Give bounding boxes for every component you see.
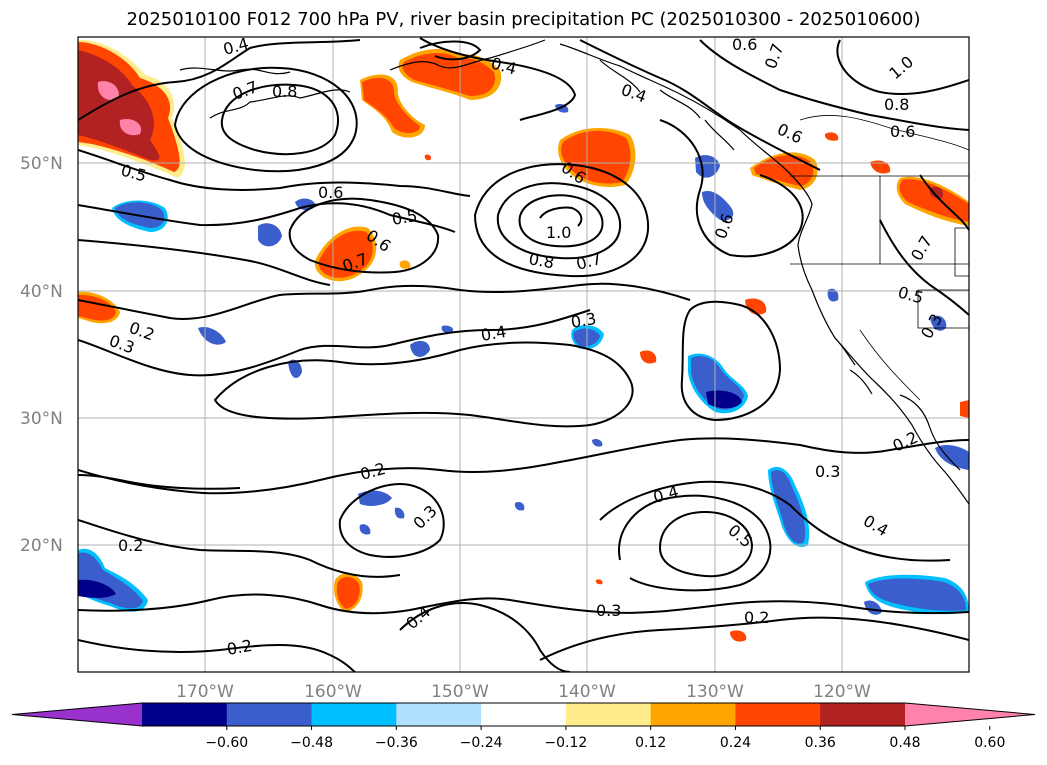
precip-negative-shading [78, 103, 969, 615]
longitude-labels: 170°W 160°W 150°W 140°W 130°W 120°W [176, 682, 871, 702]
contour-label: 0.3 [569, 309, 597, 332]
colorbar-bin [311, 703, 397, 726]
map-background [78, 37, 969, 672]
map-title: 2025010100 F012 700 hPa PV, river basin … [126, 9, 921, 30]
contour-label: 0.6 [732, 35, 757, 54]
contour-label: 0.8 [272, 82, 297, 101]
precip-positive-shading [78, 39, 969, 642]
colorbar-bin [650, 703, 736, 726]
colorbar-tick-label: 0.60 [974, 735, 1005, 751]
contour-label: 0.4 [221, 34, 251, 59]
colorbar-bin [142, 703, 228, 726]
colorbar-tick-label: −0.60 [205, 735, 248, 751]
lon-label: 120°W [813, 682, 871, 702]
contour-label: 0.3 [815, 462, 840, 481]
contour-label: 0.5 [390, 206, 418, 229]
colorbar-bin [226, 703, 313, 726]
lat-label: 40°N [20, 282, 63, 302]
colorbar-bin [820, 703, 906, 726]
colorbar-extend-low [12, 703, 142, 726]
lat-label: 20°N [20, 536, 63, 556]
map-panel: 0.4 0.7 0.8 0.4 0.6 0.7 1.0 0.8 0.6 0.5 … [78, 34, 969, 672]
colorbar-tick-label: 0.24 [720, 735, 751, 751]
colorbar-tick-label: −0.48 [290, 735, 333, 751]
lon-label: 140°W [558, 682, 616, 702]
contour-label: 0.2 [744, 608, 769, 627]
lon-label: 170°W [176, 682, 234, 702]
contour-label: 0.3 [596, 601, 621, 620]
contour-label: 1.0 [546, 223, 571, 242]
colorbar-outline [11, 702, 1036, 727]
coastlines [179, 39, 969, 505]
colorbar-tick-label: 0.36 [805, 735, 836, 751]
contour-label: 0.2 [118, 536, 143, 555]
colorbar-tick-label: −0.36 [375, 735, 418, 751]
contour-label: 0.8 [884, 95, 909, 114]
colorbar-extend-high [905, 703, 1035, 726]
lon-label: 160°W [304, 682, 362, 702]
latitude-labels: 50°N 40°N 30°N 20°N [20, 154, 63, 556]
colorbar-tick-label: −0.24 [460, 735, 503, 751]
colorbar-tick-label: −0.12 [544, 735, 587, 751]
lon-label: 130°W [686, 682, 744, 702]
colorbar-bin [565, 703, 652, 726]
lon-label: 150°W [431, 682, 489, 702]
contour-label: 0.8 [527, 249, 555, 272]
colorbar-bin [481, 703, 567, 726]
lat-label: 50°N [20, 154, 63, 174]
map-frame [77, 36, 970, 673]
colorbar: −0.60 −0.48 −0.36 −0.24 −0.12 0.12 0.24 0.36 0.4… [11, 702, 1036, 751]
colorbar-bin [396, 703, 482, 726]
contour-label: 0.6 [318, 183, 343, 202]
lat-label: 30°N [20, 409, 63, 429]
contour-label: 0.2 [225, 636, 253, 659]
colorbar-tick-label: 0.48 [889, 735, 920, 751]
pv-contours [78, 37, 969, 672]
colorbar-tick-label: 0.12 [635, 735, 666, 751]
political-boundaries [790, 115, 969, 401]
colorbar-bin [735, 703, 821, 726]
contour-label: 0.6 [890, 122, 915, 141]
contour-label: 0.4 [479, 322, 507, 345]
